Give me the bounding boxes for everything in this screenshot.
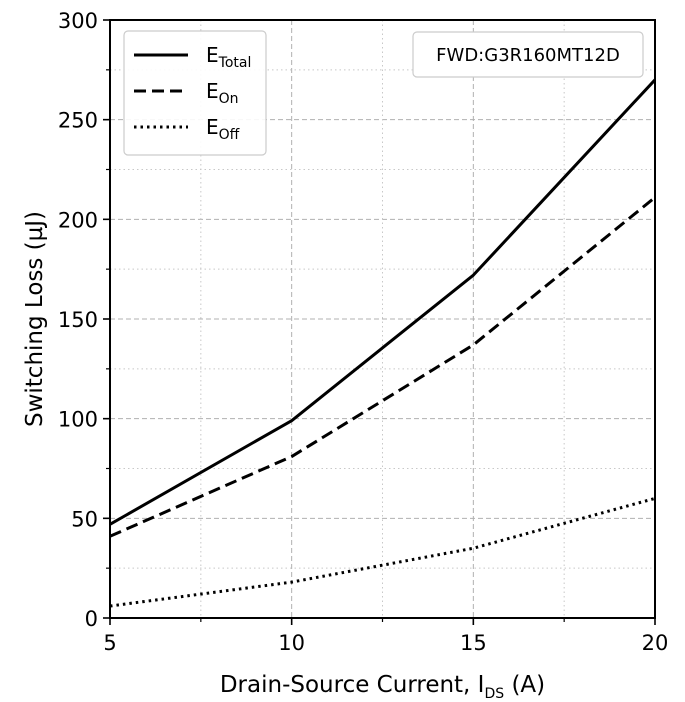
- axis-ticks: [103, 19, 656, 625]
- annotation-box: [412, 31, 644, 78]
- legend-box: [123, 30, 267, 156]
- y-tick-label: 250: [58, 109, 98, 133]
- y-tick-label: 300: [58, 9, 98, 33]
- legend-label-off: EOff: [206, 115, 240, 143]
- y-tick-label: 0: [85, 607, 98, 631]
- x-axis-label: Drain-Source Current, IDS (A): [220, 672, 545, 702]
- series-line-off: [109, 496, 656, 608]
- y-tick-label: 200: [58, 208, 98, 232]
- series-line-on: [109, 196, 656, 538]
- legend: ETotal EOn EOff: [123, 30, 267, 156]
- y-axis-label: Switching Loss (µJ): [22, 211, 48, 427]
- x-tick-label: 20: [642, 631, 669, 655]
- device-annotation: FWD:G3R160MT12D: [412, 31, 644, 78]
- y-tick-label: 100: [58, 408, 98, 432]
- legend-label-total: ETotal: [206, 43, 251, 71]
- annotation-text: FWD:G3R160MT12D: [436, 45, 620, 66]
- series-line-total: [109, 78, 657, 526]
- legend-label-on: EOn: [206, 79, 239, 107]
- x-tick-label: 10: [278, 631, 305, 655]
- y-tick-label: 150: [58, 308, 98, 332]
- x-tick-label: 15: [460, 631, 487, 655]
- series-lines: [109, 78, 657, 608]
- x-tick-label: 5: [103, 631, 116, 655]
- y-tick-label: 50: [71, 507, 98, 531]
